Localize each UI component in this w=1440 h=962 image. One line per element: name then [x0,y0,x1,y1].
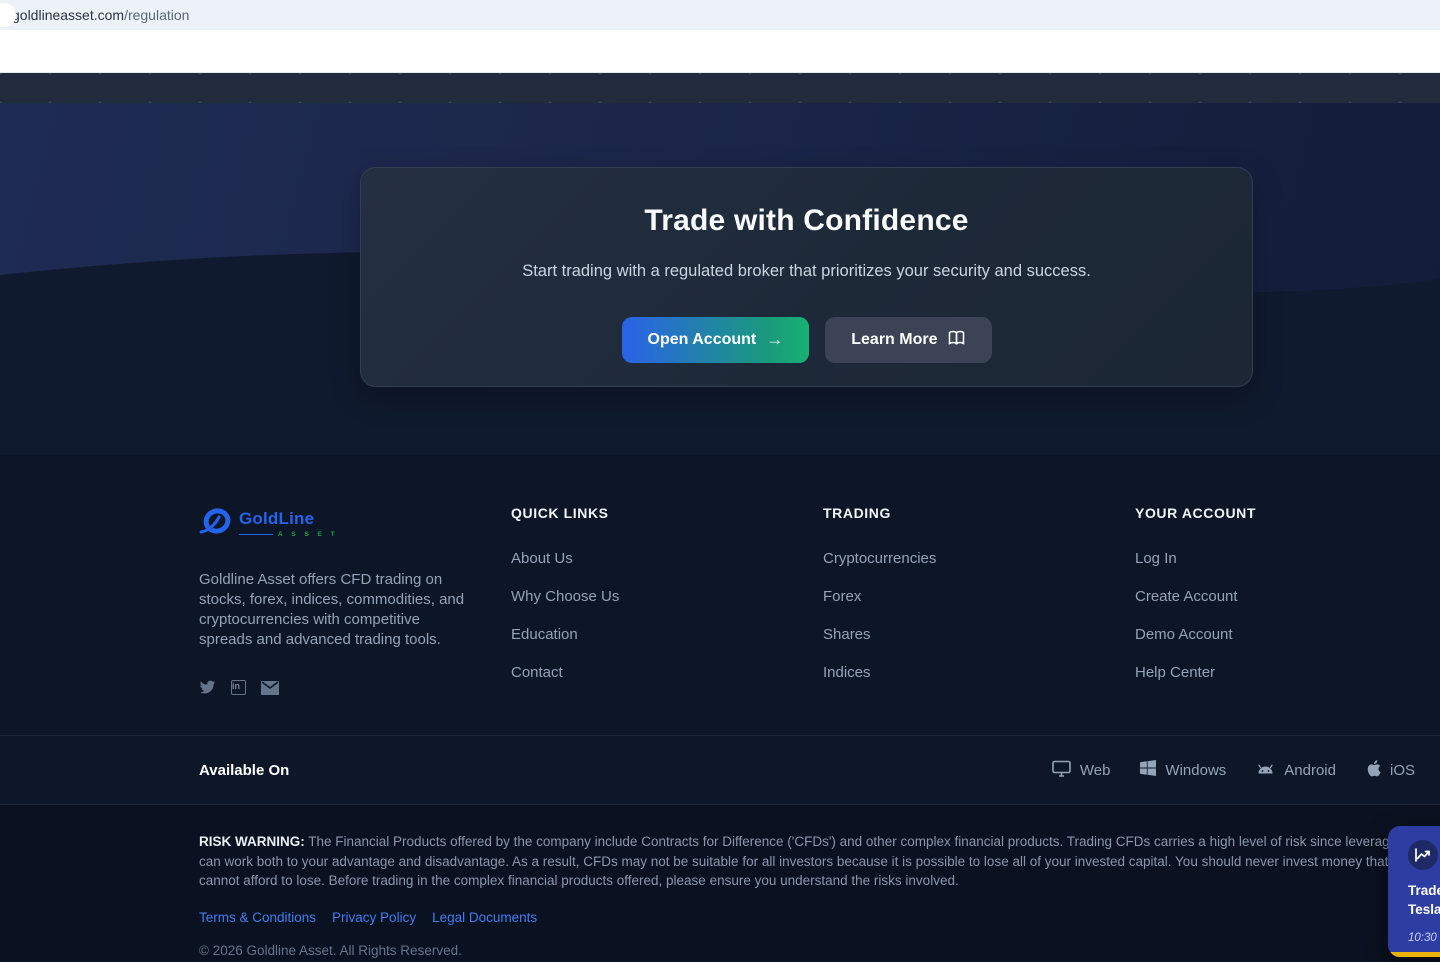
available-on-label: Available On [199,761,290,779]
email-icon[interactable] [261,680,279,695]
terms-conditions-link[interactable]: Terms & Conditions [199,909,317,925]
footer-link-forex[interactable]: Forex [823,588,862,605]
android-icon [1256,760,1275,780]
open-account-label: Open Account [647,331,757,348]
copyright-text: © 2026 Goldline Asset. All Rights Reserv… [199,942,462,958]
trade-notification-toast[interactable]: Trade Tesla 10:30 [1388,826,1440,957]
footer-column-quick-links: QUICK LINKS About Us Why Choose Us Educa… [511,505,823,735]
footer-link-log-in[interactable]: Log In [1135,550,1177,567]
brand-logo: GoldLine A S S E T [199,505,511,542]
brand-subtitle: A S S E T [239,531,338,538]
platform-windows[interactable]: Windows [1140,760,1226,780]
footer-link-shares[interactable]: Shares [823,626,871,643]
footer-brand-column: GoldLine A S S E T Goldline Asset offers… [199,505,511,735]
twitter-icon[interactable] [199,680,216,695]
footer-link-demo-account[interactable]: Demo Account [1135,626,1233,643]
social-links-row: in [199,680,511,695]
site-favicon [0,3,16,27]
chart-trend-icon [1408,840,1438,870]
platform-web[interactable]: Web [1052,760,1110,781]
footer-link-indices[interactable]: Indices [823,664,871,681]
brand-rule [239,534,273,535]
footer-link-about-us[interactable]: About Us [511,550,573,567]
cta-hero-section: Trade with Confidence Start trading with… [0,103,1440,455]
top-white-strip [0,30,1440,73]
footer: GoldLine A S S E T Goldline Asset offers… [0,455,1440,735]
windows-icon [1140,760,1157,780]
available-on-bar: Available On Web Windows [0,735,1440,805]
learn-more-label: Learn More [851,331,938,348]
footer-column-title: TRADING [823,505,891,521]
toast-time: 10:30 [1408,932,1437,944]
brand-suffix: A S S E T [278,531,339,538]
arrow-right-icon: → [766,330,784,349]
cta-subtitle: Start trading with a regulated broker th… [522,262,1091,280]
ticker-strip [0,73,1440,103]
footer-link-why-choose-us[interactable]: Why Choose Us [511,588,620,605]
open-account-button[interactable]: Open Account → [621,317,810,363]
monitor-icon [1052,760,1071,781]
footer-link-cryptocurrencies[interactable]: Cryptocurrencies [823,550,937,567]
legal-links-row: Terms & Conditions Privacy Policy Legal … [199,910,1416,925]
brand-description: Goldline Asset offers CFD trading on sto… [199,571,465,648]
linkedin-icon[interactable]: in [231,680,246,695]
url-domain: goldlineasset.com [12,7,125,23]
platforms-row: Web Windows Android [1052,759,1415,781]
url-path: /regulation [124,7,190,23]
privacy-policy-link[interactable]: Privacy Policy [332,909,417,925]
footer-link-create-account[interactable]: Create Account [1135,588,1238,605]
cta-card: Trade with Confidence Start trading with… [360,167,1253,387]
footer-link-contact[interactable]: Contact [511,664,563,681]
brand-wordmark: GoldLine A S S E T [239,509,338,538]
risk-legal-section: RISK WARNING: The Financial Products off… [0,805,1440,962]
footer-column-title: QUICK LINKS [511,505,609,521]
browser-url-bar[interactable]: goldlineasset.com/regulation [0,0,1440,30]
risk-warning-label: RISK WARNING: [199,834,305,849]
legal-documents-link[interactable]: Legal Documents [432,909,538,925]
platform-ios[interactable]: iOS [1366,759,1415,781]
goldline-swoosh-icon [199,505,233,542]
platform-android[interactable]: Android [1256,760,1336,780]
footer-link-help-center[interactable]: Help Center [1135,664,1216,681]
toast-line-2: Tesla [1408,902,1440,917]
book-icon [948,330,966,351]
apple-icon [1366,759,1381,781]
toast-timer-bar [1388,952,1440,957]
learn-more-button[interactable]: Learn More [825,317,992,363]
brand-name: GoldLine [239,509,315,528]
footer-link-education[interactable]: Education [511,626,578,643]
footer-column-your-account: YOUR ACCOUNT Log In Create Account Demo … [1135,505,1440,735]
toast-line-1: Trade [1408,883,1440,898]
cta-buttons-row: Open Account → Learn More [361,317,1252,363]
risk-warning-text: RISK WARNING: The Financial Products off… [199,834,1414,888]
footer-column-title: YOUR ACCOUNT [1135,505,1257,521]
footer-column-trading: TRADING Cryptocurrencies Forex Shares In… [823,505,1135,735]
cta-title: Trade with Confidence [644,204,969,237]
